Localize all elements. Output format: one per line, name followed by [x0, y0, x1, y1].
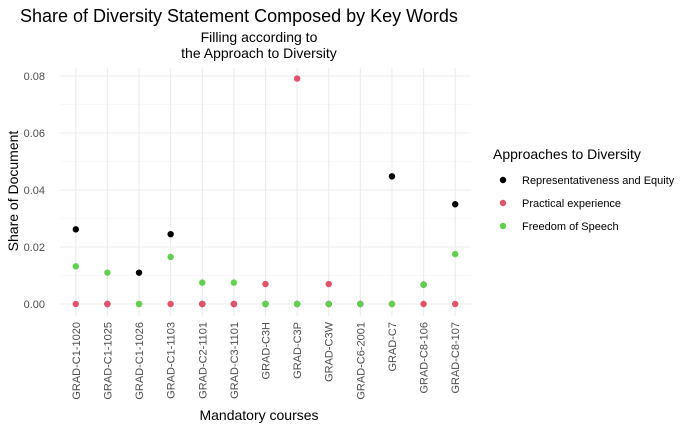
data-point: [451, 201, 459, 208]
data-point: [167, 230, 174, 238]
data-point: [451, 300, 459, 308]
data-point: [230, 279, 238, 286]
legend-label: Practical experience: [522, 198, 621, 210]
data-point: [388, 173, 396, 180]
legend-label: Representativeness and Equity: [522, 175, 675, 187]
x-tick-label: GRAD-C3-1101: [229, 322, 241, 399]
legend: Approaches to Diversity Representativene…: [493, 146, 675, 233]
data-point: [420, 300, 427, 308]
data-point: [135, 300, 143, 308]
x-axis-ticks: GRAD-C1-1020 GRAD-C1-1025 GRAD-C1-1026 GRAD…: [71, 321, 462, 399]
x-tick-label: GRAD-C6-2001: [355, 322, 367, 400]
data-point: [135, 269, 143, 276]
chart-subtitle-line-1: Filling according to: [201, 29, 318, 45]
legend-items: Representativeness and Equity Practical e…: [499, 175, 675, 233]
data-point: [167, 253, 174, 261]
y-tick-label: 0.06: [24, 128, 45, 140]
y-tick-label: 0.08: [24, 71, 45, 83]
data-point: [104, 300, 111, 308]
plot-gridlines: [60, 68, 471, 316]
data-point: [388, 300, 396, 308]
data-point: [451, 250, 459, 258]
legend-title: Approaches to Diversity: [493, 146, 641, 162]
x-tick-label: GRAD-C7: [387, 322, 399, 372]
x-axis-title: Mandatory courses: [199, 407, 318, 423]
y-tick-label: 0.02: [24, 242, 45, 254]
x-tick-label: GRAD-C1-1026: [134, 322, 146, 400]
legend-key: [499, 222, 507, 230]
data-points: [72, 75, 459, 308]
data-point: [72, 263, 80, 270]
chart-title: Share of Diversity Statement Composed by…: [20, 6, 458, 26]
x-tick-label: GRAD-C8-106: [419, 322, 431, 394]
y-tick-label: 0.00: [24, 299, 45, 311]
data-point: [230, 300, 238, 308]
data-point: [293, 75, 301, 82]
x-tick-label: GRAD-C3W: [324, 321, 336, 382]
x-tick-label: GRAD-C1-1025: [102, 322, 114, 400]
data-point: [325, 280, 332, 288]
y-axis-ticks: 0.00 0.02 0.04 0.06 0.08: [24, 71, 45, 311]
data-point: [262, 300, 269, 308]
x-tick-label: GRAD-C2-1101: [197, 322, 209, 399]
data-point: [104, 269, 111, 276]
data-point: [72, 300, 80, 308]
data-point: [167, 300, 174, 308]
data-point: [293, 300, 301, 308]
data-point: [262, 280, 269, 288]
chart-subtitle-line-2: the Approach to Diversity: [181, 45, 337, 61]
x-tick-label: GRAD-C3P: [292, 322, 304, 379]
x-tick-label: GRAD-C1-1103: [166, 322, 178, 399]
x-tick-label: GRAD-C8-107: [450, 322, 462, 394]
x-tick-label: GRAD-C3H: [261, 322, 273, 380]
data-point: [357, 300, 364, 308]
legend-key: [499, 176, 507, 184]
data-point: [199, 300, 206, 308]
y-tick-label: 0.04: [24, 185, 45, 197]
legend-label: Freedom of Speech: [522, 221, 619, 233]
legend-key: [499, 199, 507, 207]
data-point: [325, 300, 332, 308]
x-tick-label: GRAD-C1-1020: [71, 322, 83, 400]
y-axis-title: Share of Document: [5, 131, 21, 252]
data-point: [72, 226, 80, 233]
data-point: [420, 281, 427, 288]
data-point: [199, 279, 206, 286]
